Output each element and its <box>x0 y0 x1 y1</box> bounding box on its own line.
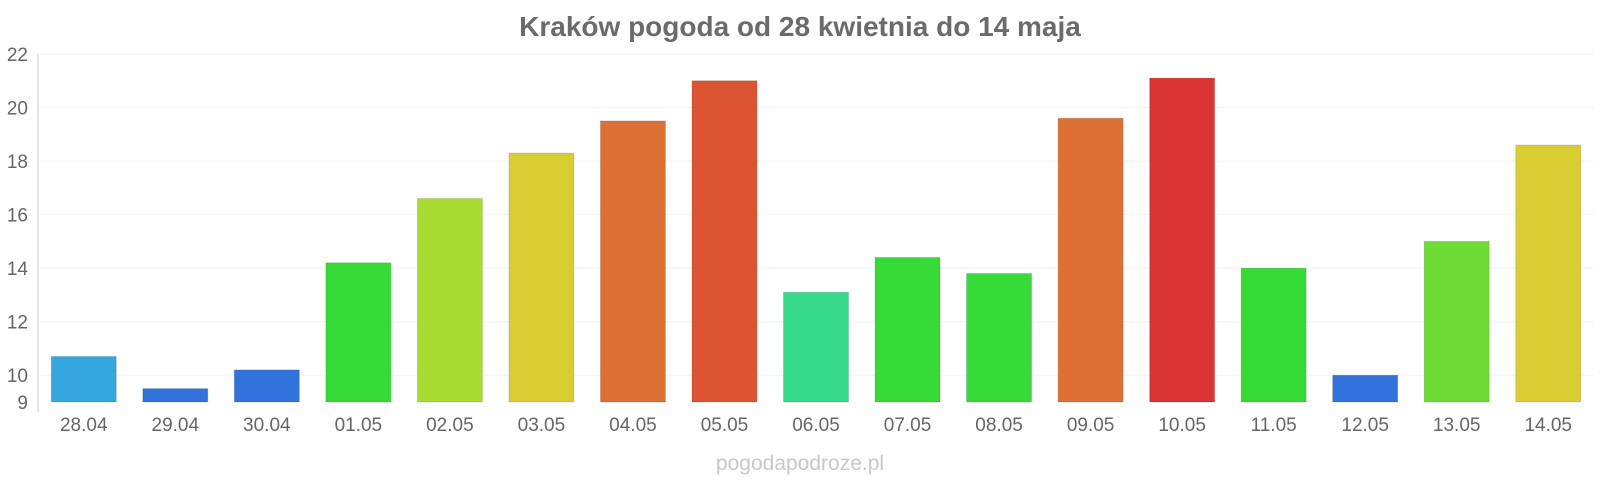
x-tick-label: 04.05 <box>609 415 657 436</box>
bar <box>1423 240 1490 403</box>
bar <box>874 256 941 403</box>
x-tick-label: 11.05 <box>1251 415 1297 436</box>
bar <box>142 388 209 403</box>
y-tick-label: 16 <box>7 206 28 227</box>
bar <box>966 273 1033 403</box>
y-tick-label: 9 <box>17 393 28 414</box>
y-tick-label: 10 <box>7 366 28 387</box>
bar <box>1057 117 1124 403</box>
x-tick-label: 30.04 <box>243 415 291 436</box>
bar <box>783 291 849 403</box>
y-tick-label: 12 <box>7 313 28 334</box>
x-tick-label: 01.05 <box>335 415 383 436</box>
bar <box>50 355 117 403</box>
bar <box>1240 267 1307 403</box>
x-tick-label: 28.04 <box>60 415 108 436</box>
x-tick-label: 08.05 <box>975 415 1023 436</box>
x-axis-ticks: 28.04 29.04 30.04 01.05 02.05 03.05 04.05 05.05… <box>60 415 1572 436</box>
x-tick-label: 13.05 <box>1433 415 1481 436</box>
bars <box>50 77 1582 403</box>
bar <box>233 369 300 403</box>
y-tick-label: 18 <box>7 152 28 173</box>
bar <box>416 198 483 403</box>
bar <box>325 262 392 403</box>
chart-title: Kraków pogoda od 28 kwietnia do 14 maja <box>519 11 1081 42</box>
x-tick-label: 14.05 <box>1524 415 1572 436</box>
x-tick-label: 07.05 <box>884 415 932 436</box>
watermark: pogodapodroze.pl <box>716 452 884 475</box>
bar <box>1515 144 1582 403</box>
gridlines <box>38 53 1594 376</box>
bar <box>691 80 758 403</box>
x-tick-label: 02.05 <box>426 415 474 436</box>
x-tick-label: 10.05 <box>1158 415 1206 436</box>
bar <box>508 152 575 403</box>
x-tick-label: 29.04 <box>152 415 200 436</box>
x-tick-label: 06.05 <box>792 415 840 436</box>
x-tick-label: 12.05 <box>1341 415 1389 436</box>
x-tick-label: 03.05 <box>518 415 566 436</box>
y-tick-label: 14 <box>7 259 29 280</box>
bar <box>1149 77 1216 403</box>
x-tick-label: 05.05 <box>701 415 749 436</box>
bar <box>1332 374 1399 403</box>
bar <box>599 120 666 403</box>
y-tick-label: 22 <box>7 45 28 66</box>
y-tick-label: 20 <box>7 99 28 120</box>
y-axis-ticks: 9 10 12 14 16 18 20 22 <box>7 45 29 414</box>
x-tick-label: 09.05 <box>1067 415 1115 436</box>
